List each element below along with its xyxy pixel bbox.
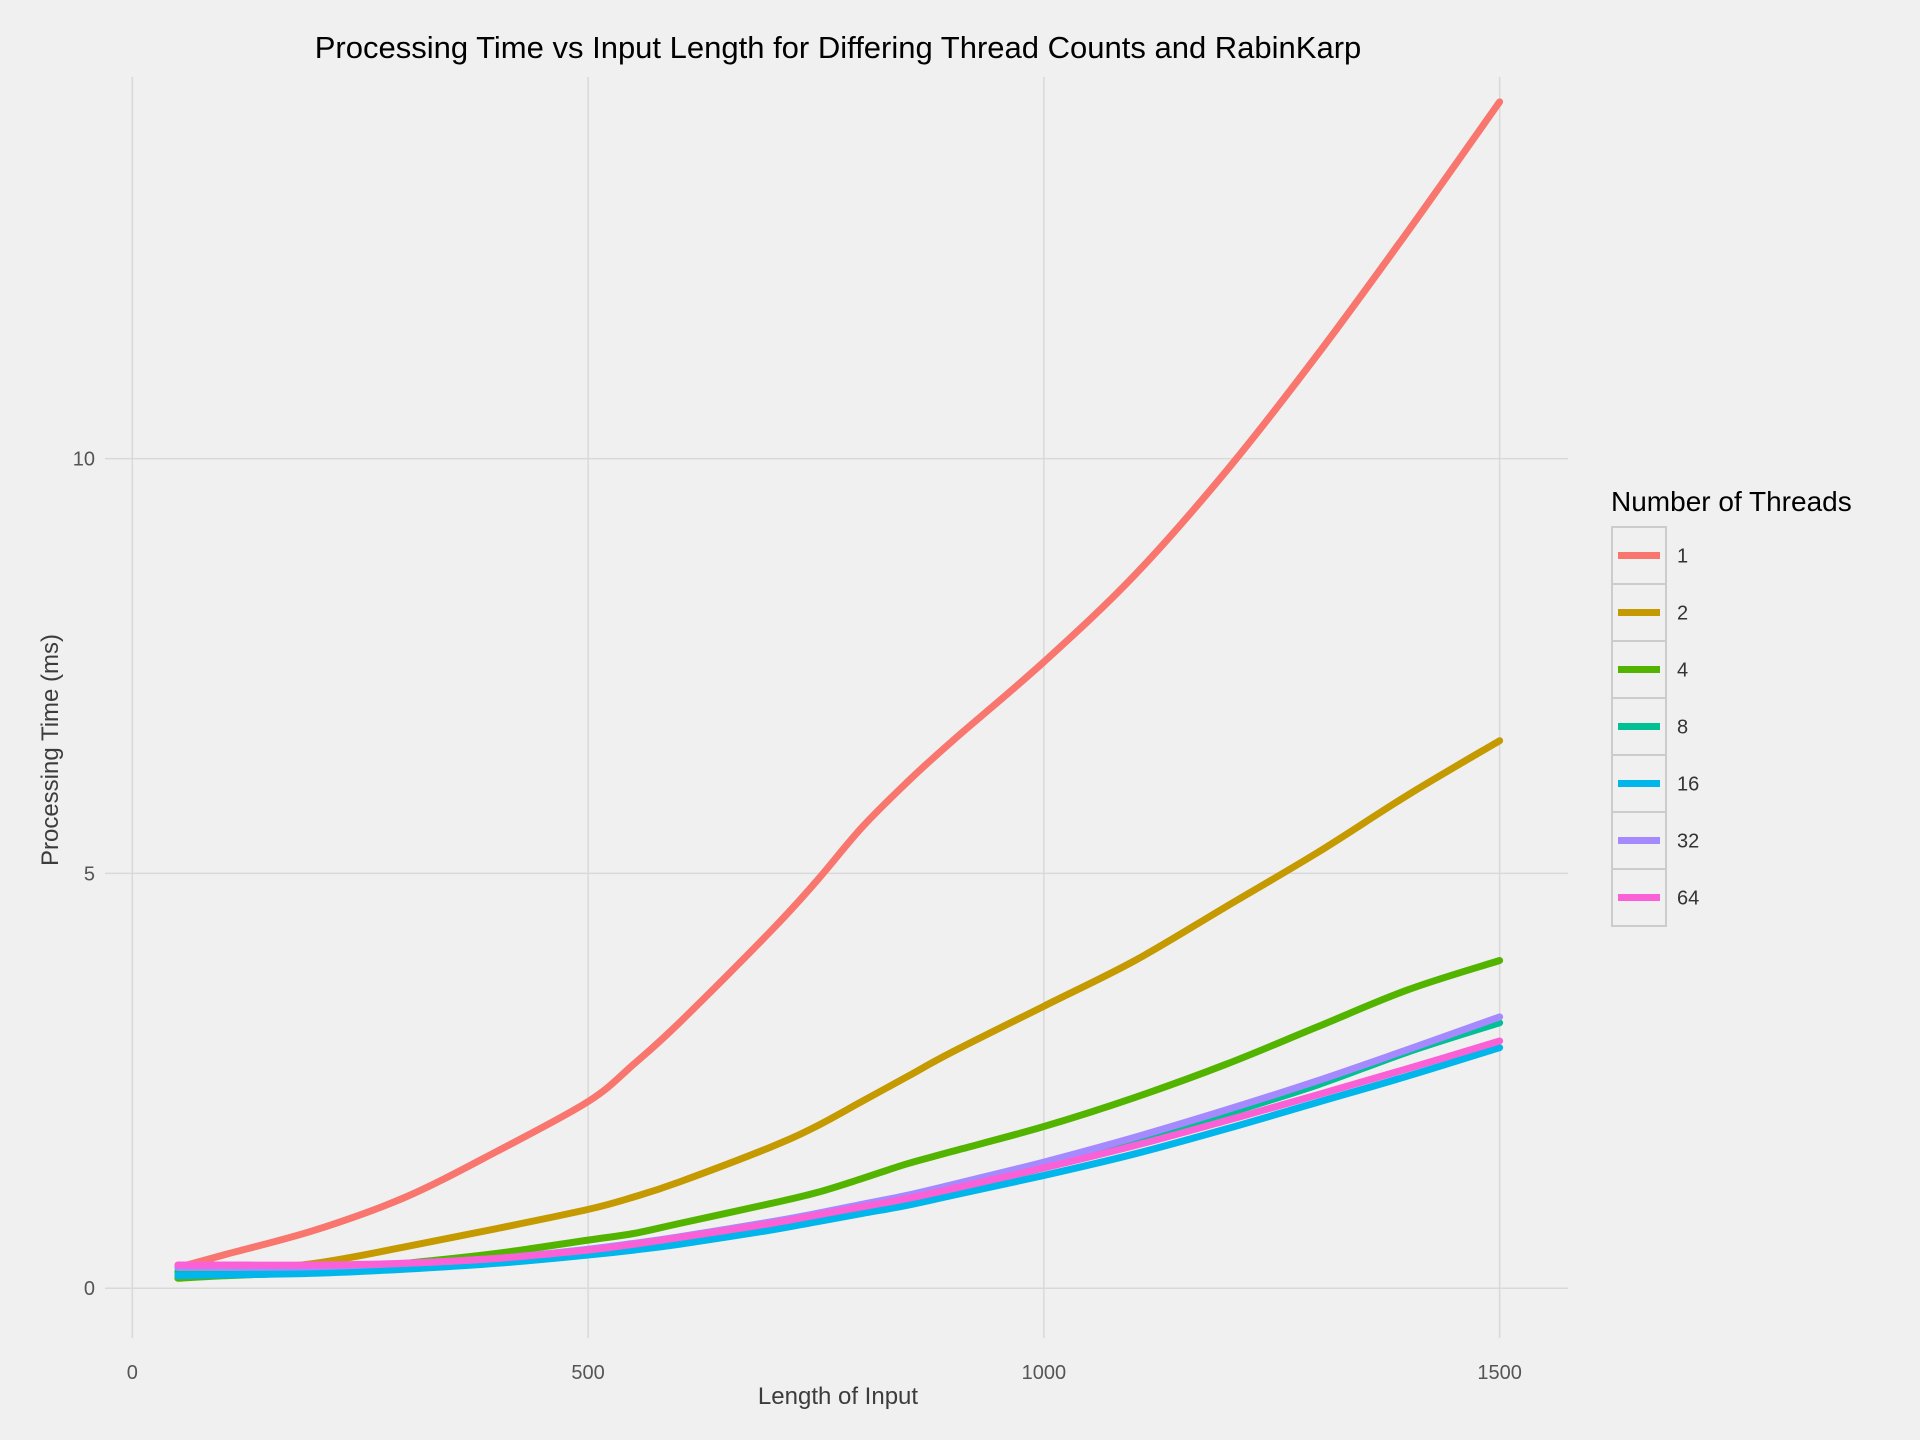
- legend-label: 2: [1677, 603, 1688, 625]
- series-line-1-threads: [174, 98, 1504, 1271]
- legend-label: 4: [1677, 660, 1688, 682]
- x-tick-label: 1500: [1477, 1362, 1522, 1384]
- tick-labels: 0 500 1000 1500 0 5 10: [73, 449, 1522, 1384]
- series-line-4-threads: [174, 957, 1504, 1282]
- legend-label: 16: [1677, 774, 1699, 796]
- legend: Number of Threads 1 2 4 8 16 32 64: [1611, 486, 1852, 927]
- series-lines: [174, 98, 1504, 1282]
- legend-items: 1 2 4 8 16 32 64: [1611, 526, 1699, 927]
- grid: [105, 77, 1568, 1338]
- chart-title: Processing Time vs Input Length for Diff…: [315, 30, 1362, 65]
- y-tick-label: 0: [84, 1278, 95, 1300]
- legend-label: 1: [1677, 546, 1688, 568]
- series-line-16-threads: [174, 1044, 1504, 1280]
- legend-label: 32: [1677, 831, 1699, 853]
- series-line-2-threads: [174, 737, 1504, 1277]
- y-tick-label: 5: [84, 863, 95, 885]
- series-line-32-threads: [174, 1013, 1504, 1272]
- legend-label: 8: [1677, 717, 1688, 739]
- legend-label: 64: [1677, 888, 1699, 910]
- x-axis-title: Length of Input: [758, 1383, 918, 1410]
- x-tick-label: 0: [127, 1362, 138, 1384]
- y-tick-label: 10: [73, 449, 95, 471]
- series-line-64-threads: [174, 1037, 1504, 1269]
- legend-title: Number of Threads: [1611, 486, 1852, 517]
- series-line-8-threads: [174, 1019, 1504, 1276]
- y-axis-title: Processing Time (ms): [37, 634, 64, 866]
- x-tick-label: 1000: [1022, 1362, 1067, 1384]
- x-tick-label: 500: [571, 1362, 604, 1384]
